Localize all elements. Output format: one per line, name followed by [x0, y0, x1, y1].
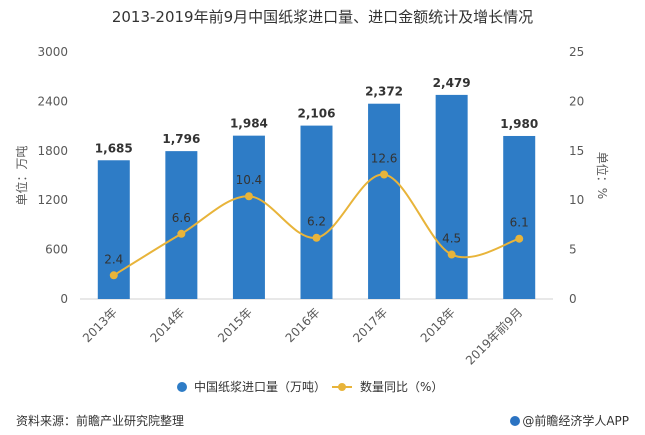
- y-left-tick-label: 1800: [37, 144, 68, 158]
- x-category-label: 2017年: [350, 305, 390, 345]
- growth-point: [177, 229, 186, 238]
- growth-point: [109, 271, 118, 280]
- growth-point: [515, 234, 524, 243]
- bar-value-label: 2,479: [433, 76, 471, 90]
- growth-value-label: 6.2: [307, 215, 326, 229]
- y-right-axis-title: 单位：%: [595, 152, 610, 199]
- bar-value-label: 2,106: [298, 107, 336, 121]
- growth-value-label: 6.1: [510, 216, 529, 230]
- growth-value-label: 12.6: [371, 152, 398, 166]
- x-category-label: 2015年: [215, 305, 255, 345]
- x-category-label: 2013年: [80, 305, 120, 345]
- y-left-tick-label: 1200: [37, 193, 68, 207]
- brand-credit: @前瞻经济学人APP: [510, 412, 629, 429]
- growth-point: [312, 233, 321, 242]
- growth-value-label: 10.4: [236, 173, 263, 187]
- y-right-tick-label: 25: [569, 45, 584, 59]
- source-note: 资料来源：前瞻产业研究院整理: [16, 414, 185, 428]
- growth-value-label: 4.5: [442, 232, 461, 246]
- y-left-tick-label: 0: [60, 292, 68, 306]
- y-left-tick-label: 600: [45, 243, 68, 257]
- bar-value-label: 1,984: [230, 117, 268, 131]
- y-right-tick-label: 5: [569, 243, 577, 257]
- growth-point: [447, 250, 456, 259]
- legend-line-label: 数量同比（%）: [360, 379, 443, 394]
- growth-point: [380, 170, 389, 179]
- bar-value-label: 2,372: [365, 85, 403, 99]
- legend-bar-marker: [177, 382, 187, 392]
- bar: [300, 125, 333, 299]
- growth-value-label: 6.6: [172, 211, 191, 225]
- bar: [232, 135, 265, 299]
- bar-value-label: 1,796: [162, 132, 200, 146]
- y-left-tick-label: 2400: [37, 94, 68, 108]
- x-category-label: 2018年: [418, 305, 458, 345]
- y-right-tick-label: 15: [569, 144, 584, 158]
- chart-title: 2013-2019年前9月中国纸浆进口量、进口金额统计及增长情况: [111, 8, 534, 26]
- y-left-tick-label: 3000: [37, 45, 68, 59]
- y-left-axis-title: 单位：万吨: [14, 145, 29, 205]
- bar: [165, 151, 198, 299]
- y-right-tick-label: 10: [569, 193, 584, 207]
- bar: [368, 103, 401, 300]
- x-category-label: 2014年: [147, 305, 187, 345]
- legend-line-dot: [338, 383, 346, 391]
- bar: [435, 94, 468, 300]
- y-right-tick-label: 0: [569, 292, 577, 306]
- bar-value-label: 1,980: [500, 117, 538, 131]
- brand-credit-text: @前瞻经济学人APP: [522, 414, 629, 428]
- brand-logo-icon: [510, 416, 521, 426]
- x-category-label: 2016年: [283, 305, 323, 345]
- legend-bar-label: 中国纸浆进口量（万吨）: [194, 379, 326, 394]
- bar-value-label: 1,685: [95, 141, 133, 155]
- x-category-label: 2019年前9月: [462, 305, 525, 368]
- bar: [503, 135, 536, 299]
- growth-point: [244, 192, 253, 201]
- y-right-tick-label: 20: [569, 94, 584, 108]
- growth-value-label: 2.4: [104, 252, 123, 266]
